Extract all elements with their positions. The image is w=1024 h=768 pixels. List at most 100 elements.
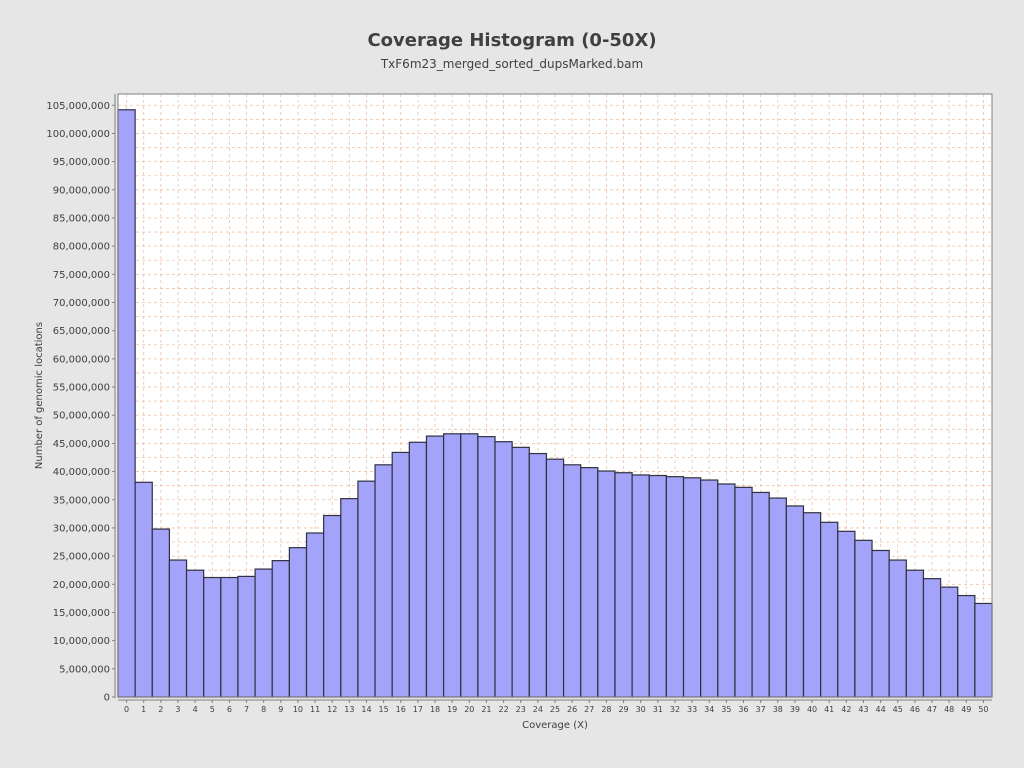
x-tick-label: 34 <box>704 705 714 714</box>
x-tick-label: 36 <box>738 705 748 714</box>
x-tick-label: 48 <box>944 705 954 714</box>
y-tick-label: 90,000,000 <box>53 185 110 196</box>
bar-23 <box>511 446 530 698</box>
y-axis-label: Number of genomic locations <box>34 322 45 469</box>
x-tick-label: 41 <box>824 705 834 714</box>
x-tick-label: 1 <box>141 705 146 714</box>
y-tick-label: 5,000,000 <box>59 664 110 675</box>
x-tick-label: 38 <box>773 705 783 714</box>
x-tick-label: 46 <box>910 705 920 714</box>
bar-21 <box>477 436 496 698</box>
x-axis-label: Coverage (X) <box>522 720 588 731</box>
bar-34 <box>700 479 719 698</box>
y-tick-label: 15,000,000 <box>53 608 110 619</box>
x-tick-label: 4 <box>193 705 198 714</box>
x-tick-label: 16 <box>396 705 406 714</box>
bar-32 <box>665 476 685 698</box>
x-tick-label: 22 <box>498 705 508 714</box>
x-tick-label: 28 <box>601 705 611 714</box>
x-tick-label: 15 <box>379 705 389 714</box>
x-tick-label: 25 <box>550 705 560 714</box>
bar-25 <box>545 458 565 698</box>
bar-50 <box>974 602 993 698</box>
bar-38 <box>768 497 787 698</box>
x-tick-label: 49 <box>961 705 971 714</box>
x-tick-label: 19 <box>447 705 457 714</box>
bar-8 <box>254 568 273 698</box>
bar-27 <box>580 467 599 698</box>
bar-48 <box>939 586 959 698</box>
x-tick-label: 11 <box>310 705 320 714</box>
x-tick-label: 6 <box>227 705 232 714</box>
bar-41 <box>820 521 839 698</box>
x-tick-label: 12 <box>327 705 337 714</box>
x-tick-label: 45 <box>893 705 903 714</box>
x-tick-label: 5 <box>210 705 215 714</box>
x-tick-label: 23 <box>516 705 526 714</box>
bar-0 <box>117 109 136 698</box>
y-tick-label: 55,000,000 <box>53 383 110 394</box>
x-tick-label: 29 <box>618 705 628 714</box>
bar-7 <box>237 575 256 698</box>
y-tick-label: 25,000,000 <box>53 552 110 563</box>
bar-20 <box>460 433 479 698</box>
x-tick-label: 21 <box>481 705 491 714</box>
bar-19 <box>443 433 462 698</box>
y-tick-label: 45,000,000 <box>53 439 110 450</box>
bar-45 <box>888 559 907 698</box>
x-tick-label: 42 <box>841 705 851 714</box>
x-tick-label: 40 <box>807 705 817 714</box>
bar-36 <box>734 486 753 698</box>
bar-1 <box>134 481 153 698</box>
y-tick-label: 50,000,000 <box>53 411 110 422</box>
y-tick-label: 0 <box>104 693 110 704</box>
y-tick-label: 70,000,000 <box>53 298 110 309</box>
x-tick-label: 50 <box>978 705 988 714</box>
x-tick-label: 47 <box>927 705 937 714</box>
y-tick-label: 35,000,000 <box>53 495 110 506</box>
bar-24 <box>528 452 548 698</box>
bar-40 <box>802 512 822 698</box>
x-tick-label: 2 <box>158 705 163 714</box>
bar-43 <box>854 539 873 698</box>
x-tick-label: 13 <box>344 705 354 714</box>
bar-39 <box>785 505 805 698</box>
bar-42 <box>837 530 856 698</box>
x-tick-label: 24 <box>533 705 543 714</box>
x-tick-label: 43 <box>858 705 868 714</box>
bar-6 <box>220 576 239 698</box>
bar-29 <box>614 472 633 698</box>
plot-border <box>117 93 993 698</box>
bar-3 <box>168 559 188 698</box>
bar-28 <box>597 470 616 698</box>
y-tick-label: 80,000,000 <box>53 242 110 253</box>
bar-13 <box>340 498 359 698</box>
y-tick-label: 105,000,000 <box>46 101 110 112</box>
x-tick-label: 35 <box>721 705 731 714</box>
chart-subtitle: TxF6m23_merged_sorted_dupsMarked.bam <box>380 57 644 71</box>
bar-16 <box>391 451 410 698</box>
y-tick-label: 30,000,000 <box>53 523 110 534</box>
bar-30 <box>631 474 650 698</box>
y-tick-label: 100,000,000 <box>46 129 110 140</box>
bar-31 <box>648 474 667 698</box>
chart-title: Coverage Histogram (0-50X) <box>367 30 657 51</box>
y-tick-label: 65,000,000 <box>53 326 110 337</box>
bar-18 <box>425 435 445 698</box>
x-tick-label: 3 <box>175 705 180 714</box>
x-tick-label: 30 <box>636 705 646 714</box>
bar-26 <box>562 464 582 698</box>
bar-44 <box>871 549 890 698</box>
bar-37 <box>751 491 770 698</box>
x-tick-label: 37 <box>756 705 766 714</box>
y-tick-label: 60,000,000 <box>53 354 110 365</box>
x-tick-label: 18 <box>430 705 440 714</box>
y-tick-label: 20,000,000 <box>53 580 110 591</box>
x-tick-label: 9 <box>278 705 283 714</box>
bar-15 <box>374 464 393 698</box>
x-tick-label: 33 <box>687 705 697 714</box>
bar-49 <box>957 594 976 698</box>
x-tick-label: 39 <box>790 705 800 714</box>
